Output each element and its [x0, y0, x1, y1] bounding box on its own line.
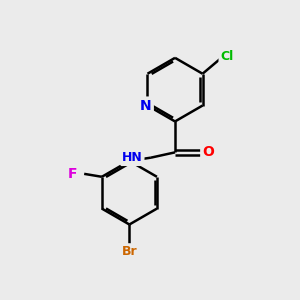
Text: F: F — [68, 167, 78, 181]
Text: Br: Br — [122, 245, 137, 258]
Text: O: O — [202, 146, 214, 159]
Text: HN: HN — [122, 151, 142, 164]
Text: N: N — [140, 98, 152, 112]
Text: Cl: Cl — [220, 50, 234, 63]
